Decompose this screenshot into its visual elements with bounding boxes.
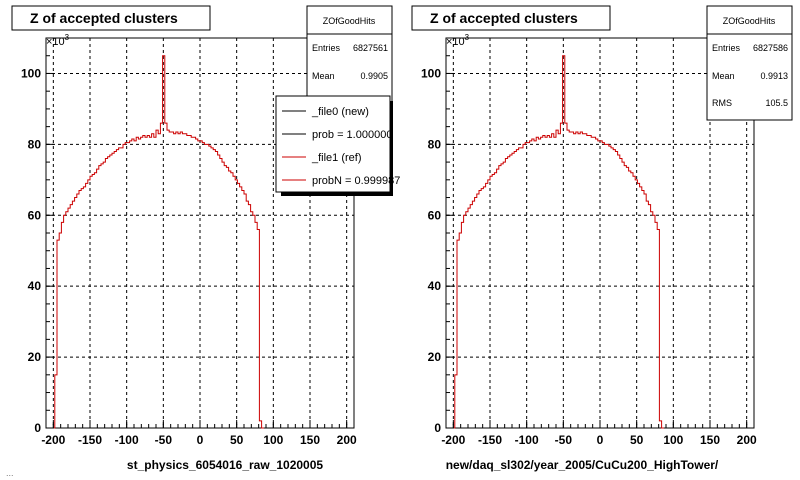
x-tick-label: -100 — [515, 433, 539, 447]
histogram-series-0 — [52, 55, 264, 429]
y-tick-label: 20 — [28, 350, 42, 364]
legend-left: _file0 (new) prob = 1.000000 _file1 (ref… — [275, 95, 400, 196]
x-tick-label: 0 — [197, 433, 204, 447]
y-tick-label: 40 — [428, 279, 442, 293]
histogram-series-0 — [452, 55, 664, 429]
stats-entries-value-left: 6827561 — [353, 43, 388, 53]
y-tick-label: 80 — [28, 137, 42, 151]
grid-right — [446, 38, 754, 428]
y-exponent-right: ×103 — [446, 33, 470, 48]
y-tick-label: 0 — [434, 421, 441, 435]
x-tick-label: 200 — [337, 433, 357, 447]
stats-name-right: ZOfGoodHits — [723, 16, 776, 26]
stats-mean-value-right: 0.9913 — [760, 71, 788, 81]
x-tick-label: -150 — [78, 433, 102, 447]
chart-title-left: Z of accepted clusters — [30, 10, 178, 26]
y-tick-label: 80 — [428, 137, 442, 151]
stats-entries-value-right: 6827586 — [753, 43, 788, 53]
histogram-right — [452, 55, 664, 429]
y-tick-label: 60 — [428, 208, 442, 222]
x-axis-label-right: new/daq_sl302/year_2005/CuCu200_HighTowe… — [446, 458, 719, 472]
y-tick-label: 0 — [34, 421, 41, 435]
stats-mean-label-left: Mean — [312, 71, 335, 81]
ticks-right: -200 -150 -100 -50 0 50 100 150 200 0 20 40 60 80 100 — [421, 37, 757, 447]
legend-entry-prob: prob = 1.000000 — [312, 129, 392, 141]
x-tick-label: 150 — [700, 433, 720, 447]
x-tick-label: -200 — [41, 433, 65, 447]
x-tick-label: 150 — [300, 433, 320, 447]
stats-name-left: ZOfGoodHits — [323, 16, 376, 26]
x-tick-label: -200 — [441, 433, 465, 447]
ticks-left: -200 -150 -100 -50 0 50 100 150 200 0 20 40 60 80 100 — [21, 37, 357, 447]
y-tick-label: 100 — [21, 66, 41, 80]
x-tick-label: -50 — [555, 433, 573, 447]
stats-entries-label-right: Entries — [712, 43, 741, 53]
x-tick-label: 100 — [663, 433, 683, 447]
x-tick-label: 50 — [230, 433, 244, 447]
x-tick-label: -150 — [478, 433, 502, 447]
footer-text: ... — [6, 468, 14, 478]
panel-left: -200 -150 -100 -50 0 50 100 150 200020406080100 … — [11, 5, 400, 472]
x-tick-label: -100 — [115, 433, 139, 447]
stats-rms-value-right: 105.5 — [765, 98, 788, 108]
legend-entry-file0: _file0 (new) — [311, 106, 369, 118]
x-tick-label: -50 — [155, 433, 173, 447]
stats-box-right: ZOfGoodHits Entries 6827586 Mean 0.9913 … — [706, 5, 793, 121]
chart-title-right: Z of accepted clusters — [430, 10, 578, 26]
title-box-right: Z of accepted clusters — [411, 5, 611, 31]
y-exponent-left: ×103 — [46, 33, 70, 48]
title-box-left: Z of accepted clusters — [11, 5, 211, 31]
x-tick-label: 200 — [737, 433, 757, 447]
y-tick-label: 100 — [421, 66, 441, 80]
legend-entry-probn: probN = 0.999987 — [312, 175, 400, 187]
histogram-left — [52, 55, 264, 429]
y-tick-label: 60 — [28, 208, 42, 222]
panel-right: -200 -150 -100 -50 0 50 100 150 200020406080100 … — [411, 5, 793, 472]
stats-mean-value-left: 0.9905 — [360, 71, 388, 81]
grid-left — [46, 38, 354, 428]
legend-entry-file1: _file1 (ref) — [311, 152, 362, 164]
stats-mean-label-right: Mean — [712, 71, 735, 81]
stats-entries-label-left: Entries — [312, 43, 341, 53]
y-tick-label: 20 — [428, 350, 442, 364]
x-tick-label: 100 — [263, 433, 283, 447]
x-axis-label-left: st_physics_6054016_raw_1020005 — [127, 458, 323, 472]
x-tick-label: 0 — [597, 433, 604, 447]
stats-rms-label-right: RMS — [712, 98, 732, 108]
x-tick-label: 50 — [630, 433, 644, 447]
y-tick-label: 40 — [28, 279, 42, 293]
